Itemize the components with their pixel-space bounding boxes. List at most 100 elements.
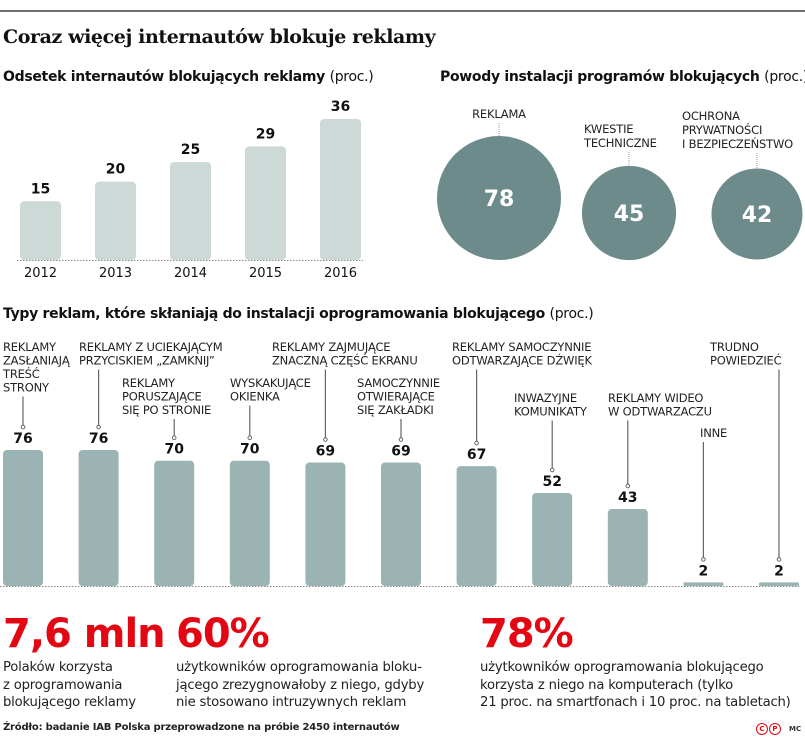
chart2-bubble [711, 168, 803, 260]
chart3-title-text: Typy reklam, które skłaniają do instalac… [3, 306, 545, 322]
chart3-bar [229, 460, 270, 586]
chart3-category-label: INWAZYJNE [514, 391, 577, 405]
chart3-bar [759, 582, 799, 586]
author-initials: MC [789, 725, 802, 733]
chart1-bar [95, 181, 136, 260]
chart3-category-label: TREŚĆ [2, 366, 40, 381]
chart3-value-label: 67 [467, 447, 486, 463]
chart3-bar [607, 509, 648, 586]
chart1-year-label: 2012 [24, 266, 57, 281]
stat-3-line: użytkowników oprogramowania blokującego [480, 660, 764, 675]
chart3-value-label: 69 [316, 444, 335, 460]
chart3-value-label: 76 [13, 431, 32, 447]
chart1-bar [320, 119, 361, 260]
chart1-year-label: 2014 [174, 266, 207, 281]
chart3-leader-dot [96, 424, 101, 430]
chart3-bar [532, 492, 573, 586]
chart2-bubble [581, 165, 677, 261]
chart3-category-label: OTWIERAJĄCE [357, 390, 435, 404]
chart3-unit: (proc.) [549, 306, 594, 322]
chart3-category-label: SIĘ ZAKŁADKI [357, 403, 434, 417]
stat-2-line: nie stosowano intruzywnych reklam [176, 695, 407, 710]
chart3-category-label: SIĘ PO STRONIE [122, 403, 211, 417]
chart3-category-label: ZASŁANIAJĄ [3, 354, 71, 368]
chart2-value-label: 42 [742, 203, 773, 228]
chart3-value-label: 69 [391, 444, 410, 460]
chart2-category-label: REKLAMA [472, 107, 526, 121]
chart2-title-text: Powody instalacji programów blokujących [440, 69, 760, 85]
chart3-bar [381, 462, 421, 586]
stat-2-desc: użytkowników oprogramowania bloku- jąceg… [176, 659, 424, 712]
chart3-category-label: TRUDNO [709, 340, 759, 354]
chart3-leader-dot [776, 557, 782, 562]
chart3-leader-dot [701, 557, 706, 562]
stat-1-value: 7,6 mln [3, 611, 166, 657]
chart3-leader-dot [20, 424, 26, 430]
chart1-year-label: 2015 [249, 266, 282, 281]
phonogram-icon: P [769, 723, 781, 735]
chart2-unit: (proc.) [764, 69, 805, 85]
copyright-icon: C [756, 723, 768, 735]
chart1-title-text: Odsetek internautów blokujących reklamy [3, 69, 325, 85]
chart1-bar [245, 146, 286, 260]
chart3-category-label: W ODTWARZACZU [608, 405, 712, 419]
stat-3-value: 78% [480, 611, 574, 657]
stat-1-line: Polaków korzysta [3, 660, 113, 675]
chart1-unit: (proc.) [329, 69, 374, 85]
chart3-category-label: OKIENKA [230, 390, 280, 404]
stat-1-line: blokującego reklamy [3, 695, 136, 710]
chart1-value-label: 20 [106, 162, 126, 178]
chart1-bar [170, 162, 211, 260]
chart3-category-label: REKLAMY [3, 340, 57, 354]
stat-3-line: 21 proc. na smartfonach i 10 proc. na ta… [480, 695, 791, 710]
chart3-bar [305, 462, 346, 586]
stat-1-desc: Polaków korzysta z oprogramowania blokuj… [3, 659, 136, 712]
chart1-title: Odsetek internautów blokujących reklamy … [3, 69, 374, 85]
chart3-value-label: 2 [699, 563, 709, 579]
chart2-category-label: I BEZPIECZEŃSTWO [682, 136, 793, 151]
chart2-value-label: 78 [484, 187, 515, 212]
stat-3-line: korzysta z niego na komputerach (tylko [480, 677, 734, 693]
chart3-value-label: 70 [164, 442, 184, 458]
source-note: Źródło: badanie IAB Polska przeprowadzon… [3, 722, 400, 733]
chart3-category-label: REKLAMY WIDEO [608, 391, 703, 405]
chart3-category-label: KOMUNIKATY [514, 405, 588, 419]
chart2-bubble [437, 136, 561, 260]
chart1-bar [20, 201, 61, 260]
chart1-year-label: 2016 [324, 266, 357, 281]
page-title: Coraz więcej internautów blokuje reklamy [3, 26, 436, 48]
chart3-value-label: 2 [774, 563, 784, 579]
stat-2-line: użytkowników oprogramowania bloku- [176, 660, 422, 675]
chart2-category-label: OCHRONA [682, 109, 740, 123]
chart3-value-label: 52 [542, 474, 561, 490]
stat-1-line: z oprogramowania [3, 677, 123, 693]
chart3-bar [456, 466, 497, 586]
chart1-value-label: 25 [181, 142, 200, 158]
stat-2-line: jącego zrezygnowałoby z niego, gdyby [176, 677, 425, 693]
chart2-category-label: TECHNICZNE [583, 136, 657, 150]
chart3-category-label: ODTWARZAJĄCE DŹWIĘK [452, 353, 592, 368]
chart3-leader-dot [549, 467, 555, 473]
chart1-value-label: 15 [31, 181, 50, 197]
chart3-category-label: SAMOCZYNNIE [357, 376, 440, 390]
stat-2-value: 60% [176, 611, 270, 657]
chart2-category-label: PRYWATNOŚCI [682, 122, 762, 137]
chart3-bar [3, 450, 43, 586]
chart3-category-label: REKLAMY [122, 376, 176, 390]
chart3-category-label: POWIEDZIEĆ [710, 353, 782, 368]
chart3-leader-dot [625, 483, 631, 489]
chart1-value-label: 29 [256, 126, 275, 142]
chart2-value-label: 45 [614, 202, 645, 227]
chart3-value-label: 76 [89, 431, 108, 447]
chart3-leader-dot [247, 435, 253, 441]
chart2-category-label: KWESTIE [584, 122, 633, 136]
chart3-bar [154, 460, 195, 586]
chart3-bar [683, 582, 724, 586]
chart3-leader-dot [474, 440, 479, 446]
chart3-category-label: ZNACZNĄ CZĘŚĆ EKRANU [272, 353, 418, 368]
chart1-value-label: 36 [331, 99, 350, 115]
chart2-title: Powody instalacji programów blokujących … [440, 69, 805, 85]
chart3-value-label: 43 [618, 490, 637, 506]
